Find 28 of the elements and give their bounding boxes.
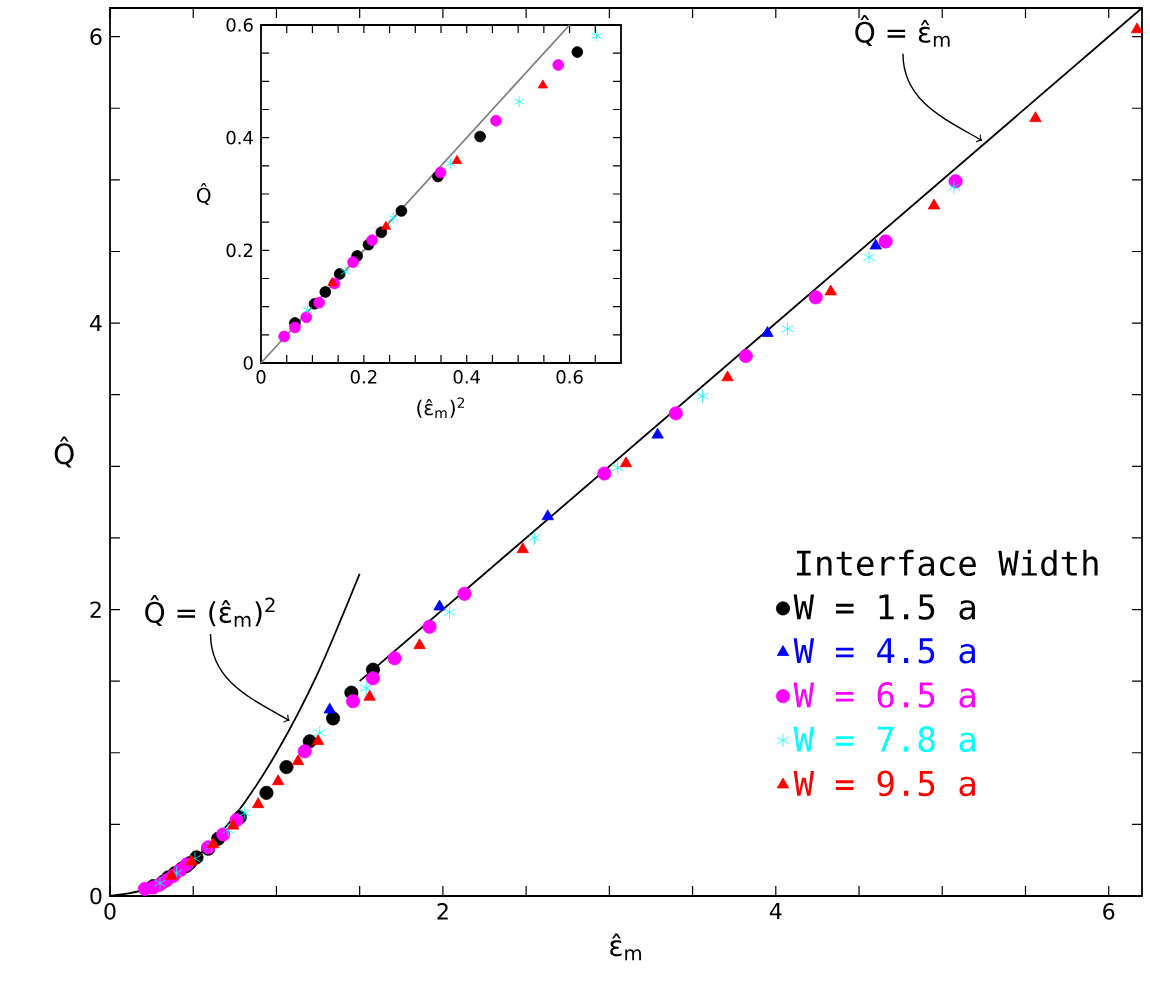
y-axis-title: Q̂ xyxy=(54,436,74,468)
y-tick-label: 2 xyxy=(90,601,101,618)
y-tick-label: 6 xyxy=(90,28,102,45)
x-axis-title: (ε̂$_{m}$)$^{2}$ xyxy=(417,397,465,419)
legend-title: Interface Width xyxy=(796,549,1098,576)
x-tick-label: 0.2 xyxy=(350,370,377,384)
y-tick-label: 0.6 xyxy=(226,18,253,32)
x-axis-title: ε̂$_{m}$ xyxy=(610,933,641,961)
x-tick-label: 2 xyxy=(437,903,448,920)
legend-label: W = 1.5 a xyxy=(793,594,975,620)
x-tick-label: 0.6 xyxy=(556,370,583,384)
x-tick-label: 0 xyxy=(256,370,266,384)
x-tick-label: 4 xyxy=(769,903,782,920)
annotation: Q̂ = ε̂$_{m}$ xyxy=(855,14,950,47)
y-tick-label: 0.2 xyxy=(226,243,253,258)
legend-label: W = 6.5 a xyxy=(793,682,975,708)
y-tick-label: 0 xyxy=(90,887,102,905)
y-axis-title: Q̂ xyxy=(196,182,211,206)
legend-label: W = 7.8 a xyxy=(793,726,975,753)
y-tick-label: 0.4 xyxy=(226,130,253,145)
x-tick-label: 0 xyxy=(104,903,116,920)
x-tick-label: 0.4 xyxy=(453,370,481,384)
legend-label: W = 4.5 a xyxy=(793,638,975,664)
x-tick-label: 6 xyxy=(1103,903,1115,920)
y-tick-label: 4 xyxy=(90,315,102,332)
y-tick-label: 0 xyxy=(243,356,253,370)
annotation: Q̂ = (ε̂$_{m}$)$^{2}$ xyxy=(145,595,275,627)
legend-label: W = 9.5 a xyxy=(793,770,975,797)
